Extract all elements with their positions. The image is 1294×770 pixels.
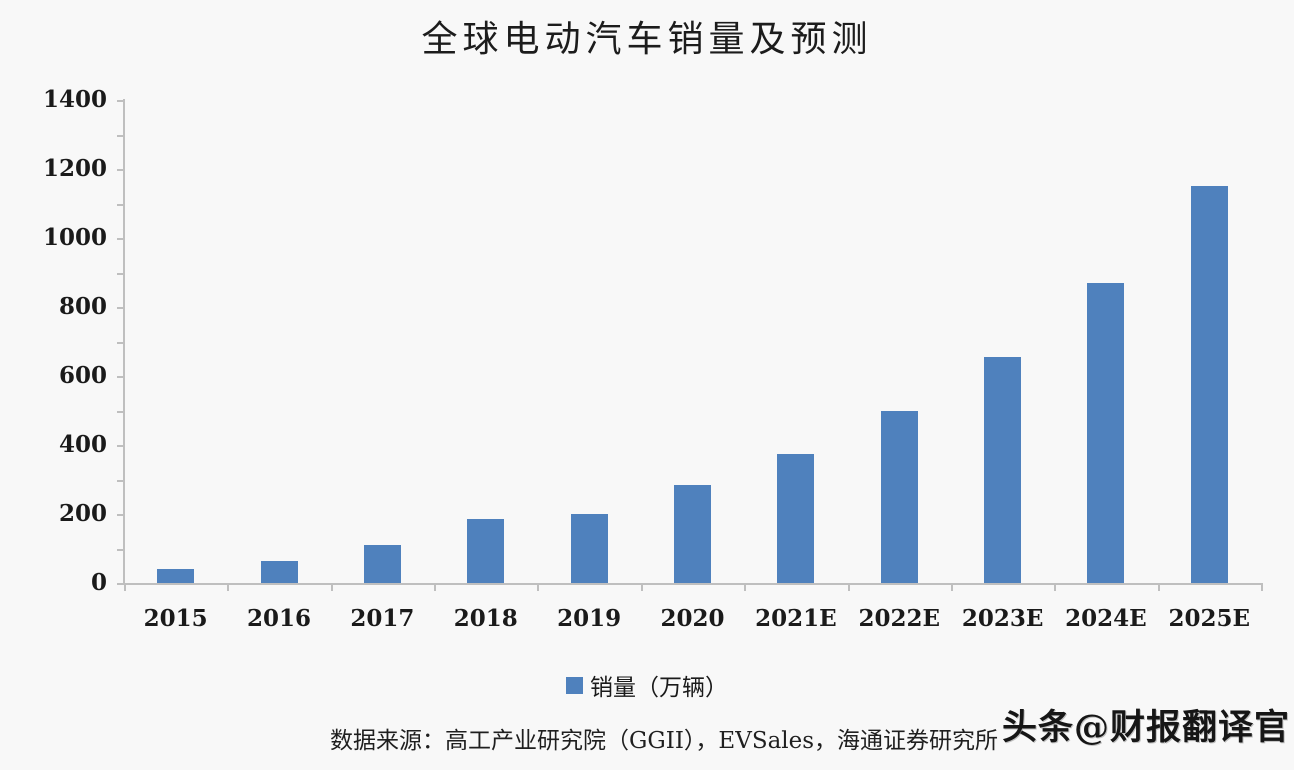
y-axis-tick	[117, 479, 124, 482]
x-axis-tick	[1054, 583, 1057, 591]
y-axis-label: 1400	[42, 86, 107, 113]
watermark-text: 头条@财报翻译官	[1002, 707, 1291, 748]
x-axis-label: 2022E	[858, 605, 940, 632]
bar	[674, 484, 711, 583]
bar	[1087, 282, 1125, 583]
legend-label: 销量（万辆）	[590, 675, 728, 701]
y-axis-tick	[117, 307, 124, 309]
x-axis-label: 2024E	[1065, 605, 1147, 632]
y-axis-tick	[117, 583, 124, 585]
bar	[570, 514, 608, 583]
bar	[1190, 186, 1228, 583]
x-axis-tick	[744, 583, 747, 591]
y-axis-tick	[117, 272, 124, 275]
y-axis-label: 1000	[42, 224, 107, 251]
x-axis-tick	[847, 583, 850, 591]
x-axis-label: 2019	[557, 605, 622, 632]
x-axis-tick	[640, 583, 643, 591]
bar	[984, 357, 1022, 583]
legend: 销量（万辆）	[566, 668, 728, 702]
y-axis-tick	[117, 169, 124, 171]
y-axis-tick	[117, 134, 124, 137]
x-axis-label: 2016	[247, 605, 312, 632]
y-axis-tick	[117, 445, 124, 447]
x-axis-label: 2020	[660, 605, 725, 632]
x-axis-tick	[434, 583, 437, 591]
x-axis-label: 2015	[143, 605, 208, 632]
y-axis-tick	[117, 548, 124, 551]
x-axis-tick	[537, 583, 540, 591]
y-axis-label: 600	[58, 362, 107, 389]
y-axis-tick	[117, 238, 124, 240]
y-axis-tick	[117, 100, 124, 102]
x-axis-tick	[1157, 583, 1160, 591]
x-axis-tick	[1261, 583, 1263, 591]
x-axis-line	[123, 583, 1262, 585]
bar	[363, 545, 401, 583]
x-axis-label: 2021E	[755, 605, 837, 632]
y-axis-label: 800	[58, 293, 107, 320]
x-axis-tick	[227, 583, 230, 591]
x-axis-tick	[950, 583, 953, 591]
y-axis-line	[123, 99, 125, 585]
bar	[880, 410, 918, 583]
bar	[467, 519, 505, 583]
x-axis-label: 2025E	[1168, 605, 1251, 632]
y-axis-label: 1200	[42, 155, 107, 182]
y-axis-tick	[117, 341, 124, 344]
y-axis-tick	[117, 514, 124, 516]
y-axis-label: 400	[58, 431, 107, 458]
y-axis-tick	[117, 410, 124, 413]
y-axis-tick	[117, 376, 124, 378]
chart-title: 全球电动汽车销量及预测	[421, 19, 873, 60]
x-axis-label: 2023E	[961, 605, 1044, 632]
x-axis-tick	[330, 583, 333, 591]
x-axis-label: 2018	[453, 605, 518, 632]
x-axis-tick	[124, 583, 126, 591]
data-source-text: 数据来源：高工产业研究院（GGII），EVSales，海通证券研究所	[330, 728, 999, 754]
bar	[260, 560, 298, 583]
y-axis-label: 200	[58, 500, 107, 527]
y-axis-tick	[117, 203, 124, 206]
bar	[157, 569, 195, 583]
legend-swatch-icon	[566, 676, 583, 694]
x-axis-label: 2017	[350, 605, 415, 632]
y-axis-label: 0	[90, 569, 107, 596]
bar	[777, 453, 815, 583]
